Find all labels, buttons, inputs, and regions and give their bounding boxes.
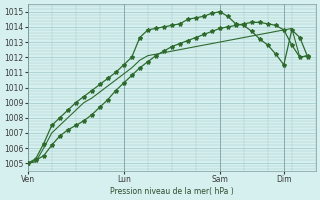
- X-axis label: Pression niveau de la mer( hPa ): Pression niveau de la mer( hPa ): [110, 187, 234, 196]
